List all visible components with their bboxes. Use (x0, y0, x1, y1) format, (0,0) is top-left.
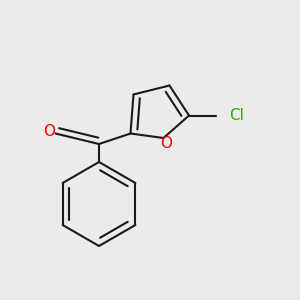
Text: O: O (160, 136, 172, 151)
Text: O: O (43, 124, 55, 140)
Text: Cl: Cl (229, 108, 244, 123)
